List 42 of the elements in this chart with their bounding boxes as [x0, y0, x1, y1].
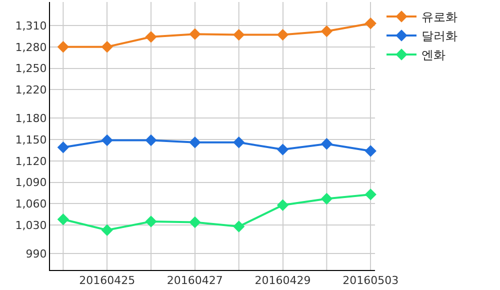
point: [101, 134, 113, 146]
y-tick-label: 1,180: [15, 112, 47, 126]
point: [57, 142, 70, 154]
point: [189, 136, 201, 148]
legend-label: 유로화: [422, 10, 458, 24]
y-tick-label: 1,310: [15, 19, 47, 32]
y-tick-label: 1,120: [15, 154, 47, 168]
point: [57, 214, 70, 226]
y-tick-label: 1,150: [15, 133, 47, 146]
y-tick-label: 1,060: [15, 198, 47, 211]
point: [145, 134, 157, 146]
point: [364, 18, 376, 30]
x-tick-label: 20160427: [166, 274, 223, 288]
point: [101, 41, 113, 53]
point: [57, 41, 70, 53]
point: [276, 199, 289, 211]
point: [145, 216, 157, 228]
point: [364, 188, 376, 200]
legend-label: 엔화: [422, 48, 446, 62]
x-tick-label: 20160425: [79, 274, 136, 288]
point: [189, 216, 201, 228]
point: [189, 28, 201, 40]
x-tick-label: 20160429: [254, 274, 311, 288]
point: [101, 224, 113, 236]
point: [276, 144, 289, 156]
point: [145, 31, 157, 43]
point: [320, 25, 333, 38]
point: [320, 192, 333, 205]
point: [364, 145, 376, 157]
y-tick-label: 1,090: [15, 176, 47, 190]
point: [233, 220, 245, 232]
point: [233, 28, 245, 41]
y-tick-label: 1,030: [15, 218, 47, 232]
y-tick-label: 990: [26, 247, 47, 260]
point: [320, 138, 333, 150]
y-tick-label: 1,250: [15, 62, 47, 76]
point: [233, 136, 245, 148]
x-tick-label: 20160503: [342, 274, 399, 288]
y-tick-label: 1,280: [15, 40, 47, 54]
legend-label: 달러화: [422, 29, 458, 44]
point: [276, 28, 289, 41]
y-tick-label: 1,220: [15, 84, 47, 97]
